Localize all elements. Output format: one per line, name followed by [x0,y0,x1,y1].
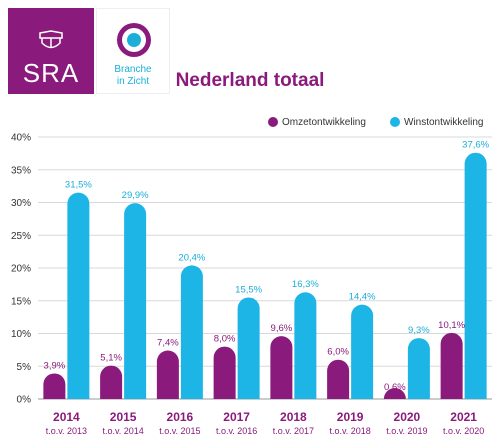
bar-omzet-2019 [327,359,350,399]
y-tick-label: 25% [11,231,31,242]
y-tick-label: 40% [11,133,31,144]
sra-logo: SRA [8,8,94,94]
x-tick-label: 2021 [450,410,477,424]
bar-omzet-2017 [213,346,236,399]
bic-line-2: in Zicht [116,76,150,87]
data-label-omzet-2021: 10,1% [438,320,465,331]
bar-omzet-2021 [440,332,463,399]
data-label-winst-2016: 20,4% [178,252,205,263]
x-tick-sublabel: t.o.v. 2020 [443,426,484,436]
data-label-omzet-2020: 0,6% [384,382,406,393]
y-tick-label: 30% [11,198,31,209]
data-label-omzet-2017: 8,0% [214,334,236,345]
legend-item-omzet: Omzetontwikkeling [268,117,366,128]
y-tick-label: 10% [11,329,31,340]
y-tick-label: 5% [17,362,32,373]
x-tick-sublabel: t.o.v. 2017 [273,426,314,436]
x-tick-sublabel: t.o.v. 2016 [216,426,257,436]
x-tick-sublabel: t.o.v. 2013 [46,426,87,436]
data-label-omzet-2015: 5,1% [100,353,122,364]
x-tick-sublabel: t.o.v. 2018 [329,426,370,436]
data-label-winst-2015: 29,9% [122,190,149,201]
data-label-omzet-2018: 9,6% [271,323,293,334]
bar-winst-2020 [407,338,430,399]
x-tick-label: 2015 [110,410,137,424]
data-label-winst-2014: 31,5% [65,180,92,191]
x-tick-label: 2014 [53,410,80,424]
bar-winst-2016 [180,265,203,399]
data-label-winst-2018: 16,3% [292,279,319,290]
eye-target-icon [117,23,151,57]
bar-winst-2018 [294,292,317,399]
legend-label-winst: Winstontwikkeling [404,117,484,128]
bar-winst-2021 [464,152,487,399]
chart-title: Nederland totaal [175,70,325,91]
bar-winst-2015 [124,203,147,399]
x-tick-label: 2018 [280,410,307,424]
x-tick-label: 2019 [337,410,364,424]
x-tick-sublabel: t.o.v. 2019 [386,426,427,436]
bar-winst-2017 [237,297,260,399]
data-label-winst-2021: 37,6% [462,140,489,151]
data-label-omzet-2014: 3,9% [44,360,66,371]
y-tick-label: 0% [17,395,32,406]
x-tick-label: 2016 [167,410,194,424]
y-tick-label: 20% [11,264,31,275]
data-label-winst-2020: 9,3% [408,325,430,336]
data-label-winst-2017: 15,5% [235,284,262,295]
data-label-omzet-2016: 7,4% [157,338,179,349]
legend-label-omzet: Omzetontwikkeling [282,117,366,128]
bar-omzet-2016 [156,350,179,399]
bar-omzet-2014 [43,373,66,399]
x-tick-sublabel: t.o.v. 2015 [159,426,200,436]
branche-in-zicht-text: Branche in Zicht [97,64,169,88]
bar-winst-2014 [67,192,90,399]
branche-in-zicht-logo: Branche in Zicht [96,8,170,94]
legend-item-winst: Winstontwikkeling [390,117,483,128]
y-tick-label: 15% [11,296,31,307]
data-label-winst-2019: 14,4% [349,292,376,303]
legend-swatch-omzet [268,117,278,128]
bar-omzet-2018 [270,336,293,399]
bic-line-1: Branche [114,64,152,75]
x-tick-label: 2017 [223,410,250,424]
sra-logo-text: SRA [22,58,80,88]
bar-winst-2019 [351,304,374,399]
bar-omzet-2020 [383,388,406,399]
bar-omzet-2015 [100,365,123,399]
shield-icon [39,30,63,49]
legend-swatch-winst [390,117,400,128]
x-tick-label: 2020 [394,410,421,424]
y-tick-label: 35% [11,165,31,176]
x-tick-sublabel: t.o.v. 2014 [102,426,143,436]
data-label-omzet-2019: 6,0% [327,347,349,358]
